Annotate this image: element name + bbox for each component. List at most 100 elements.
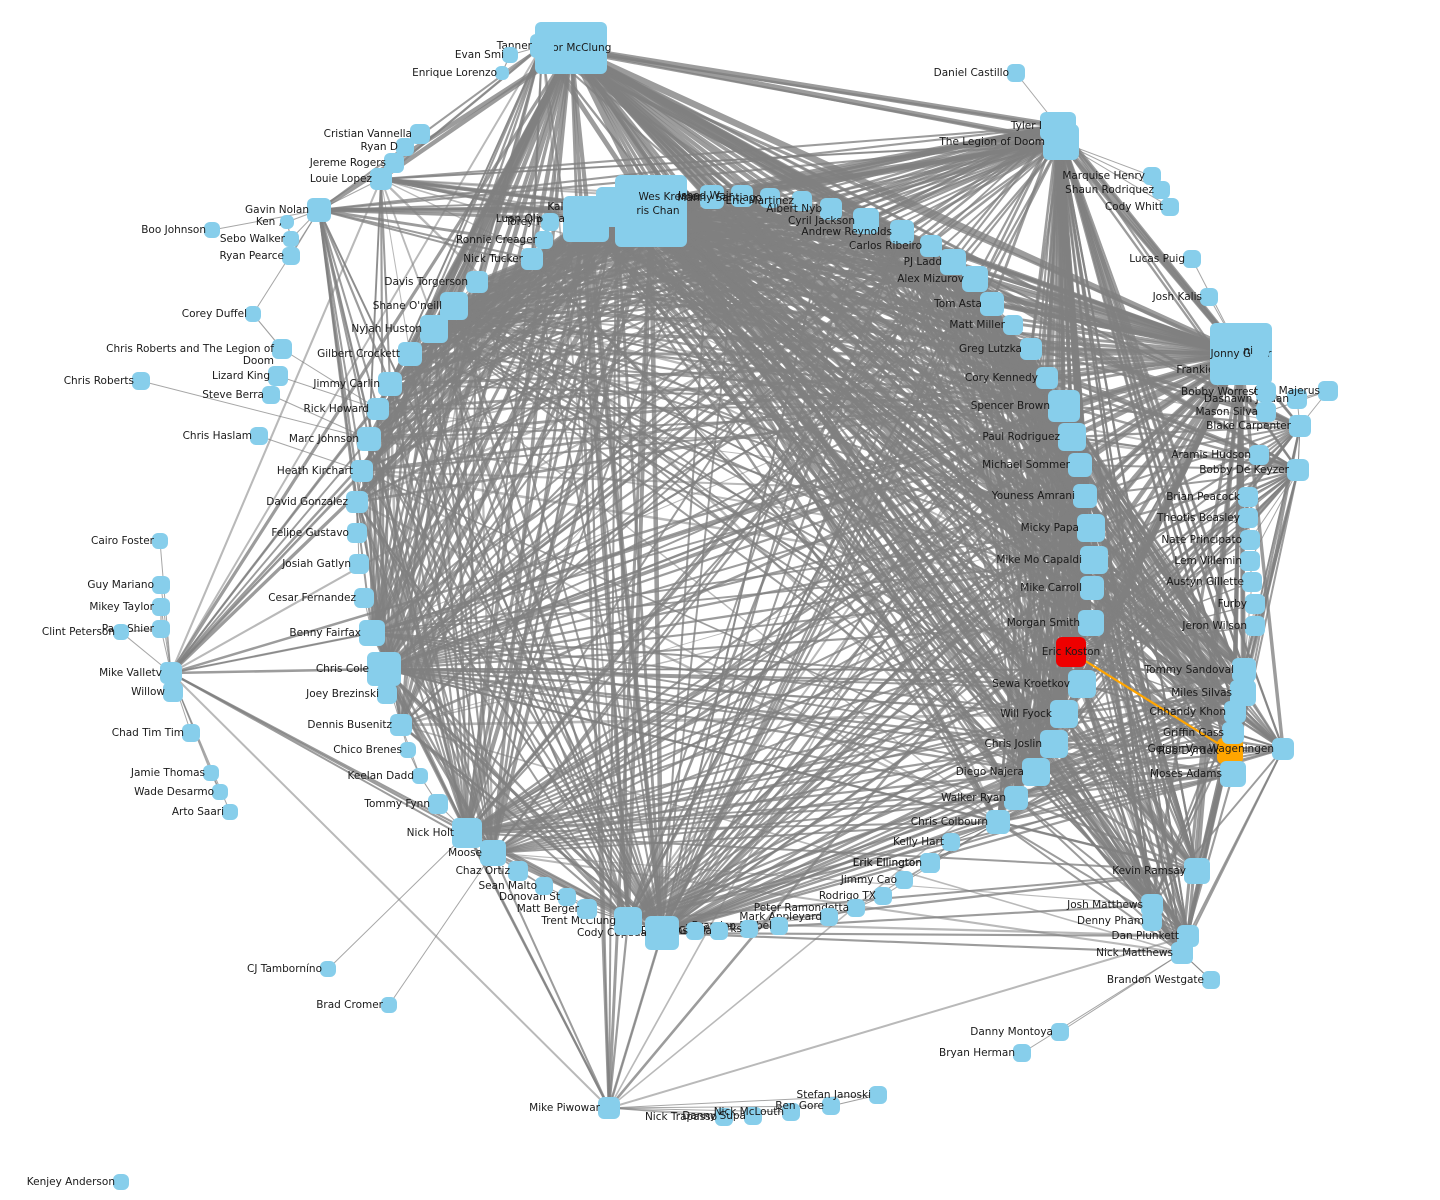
graph-node[interactable] [280, 215, 294, 229]
graph-node[interactable] [349, 554, 369, 574]
graph-node[interactable] [113, 1174, 129, 1190]
graph-node[interactable] [980, 292, 1004, 316]
graph-node[interactable] [942, 833, 960, 851]
graph-node[interactable] [1177, 925, 1199, 947]
graph-node[interactable] [1272, 738, 1294, 760]
graph-node[interactable] [398, 342, 422, 366]
graph-node[interactable] [1051, 1023, 1069, 1041]
graph-node[interactable] [558, 888, 576, 906]
graph-node[interactable] [1232, 658, 1256, 682]
graph-node[interactable] [1318, 381, 1338, 401]
graph-node[interactable] [1184, 858, 1210, 884]
graph-node[interactable] [1142, 911, 1162, 931]
graph-node[interactable] [645, 916, 679, 950]
graph-node[interactable] [1240, 530, 1260, 550]
graph-node[interactable] [770, 917, 788, 935]
graph-node[interactable] [1068, 670, 1096, 698]
graph-node[interactable] [1003, 315, 1023, 335]
graph-node[interactable] [986, 810, 1010, 834]
graph-node[interactable] [347, 523, 367, 543]
graph-node[interactable] [320, 961, 336, 977]
graph-node[interactable] [1183, 250, 1201, 268]
graph-node[interactable] [212, 784, 228, 800]
graph-node[interactable] [381, 997, 397, 1013]
graph-node[interactable] [1238, 508, 1258, 528]
graph-node[interactable] [1224, 701, 1246, 723]
graph-node[interactable] [495, 66, 509, 80]
graph-node[interactable] [1143, 167, 1161, 185]
graph-node[interactable] [530, 34, 554, 58]
graph-node[interactable] [820, 198, 842, 220]
graph-node[interactable] [377, 684, 397, 704]
graph-node[interactable] [359, 620, 385, 646]
graph-node[interactable] [869, 1086, 887, 1104]
graph-node[interactable] [466, 271, 488, 293]
graph-node[interactable] [1152, 181, 1170, 199]
graph-node[interactable] [686, 922, 704, 940]
graph-node[interactable] [1287, 389, 1307, 409]
graph-node[interactable] [357, 427, 381, 451]
graph-node[interactable] [480, 840, 506, 866]
graph-node[interactable] [521, 248, 543, 270]
graph-node[interactable] [1040, 730, 1068, 758]
graph-node[interactable] [1202, 971, 1220, 989]
graph-node[interactable] [1256, 382, 1276, 402]
graph-node[interactable] [962, 266, 988, 292]
graph-node[interactable] [283, 231, 299, 247]
graph-node[interactable] [396, 138, 414, 156]
graph-node[interactable] [1022, 758, 1050, 786]
graph-node[interactable] [1058, 423, 1086, 451]
graph-node[interactable] [378, 372, 402, 396]
graph-node[interactable] [440, 292, 468, 320]
graph-node[interactable] [1220, 761, 1246, 787]
graph-node[interactable] [1004, 786, 1028, 810]
graph-node[interactable] [410, 124, 430, 144]
graph-node[interactable] [1013, 1044, 1031, 1062]
graph-node[interactable] [535, 231, 553, 249]
graph-node[interactable] [268, 366, 288, 386]
graph-node[interactable] [1251, 342, 1269, 360]
graph-node[interactable] [346, 491, 368, 513]
graph-node[interactable] [222, 804, 238, 820]
graph-node[interactable] [847, 899, 865, 917]
graph-node[interactable] [502, 47, 518, 63]
graph-node[interactable] [1256, 402, 1276, 422]
graph-node[interactable] [182, 724, 200, 742]
graph-node[interactable] [272, 339, 292, 359]
graph-node[interactable] [598, 1097, 620, 1119]
graph-node[interactable] [1078, 610, 1104, 636]
graph-node[interactable] [203, 765, 219, 781]
graph-node[interactable] [160, 662, 182, 684]
graph-node[interactable] [370, 168, 392, 190]
graph-node[interactable] [351, 460, 373, 482]
graph-node[interactable] [113, 624, 129, 640]
graph-node[interactable] [354, 588, 374, 608]
graph-node[interactable] [940, 249, 966, 275]
graph-node[interactable] [920, 853, 940, 873]
graph-node[interactable] [1007, 64, 1025, 82]
graph-node[interactable] [874, 887, 892, 905]
graph-node[interactable] [152, 533, 168, 549]
graph-node[interactable] [731, 185, 753, 207]
graph-node[interactable] [1245, 616, 1265, 636]
graph-node[interactable] [700, 185, 724, 209]
graph-node[interactable] [1056, 637, 1086, 667]
graph-node[interactable] [262, 386, 280, 404]
graph-node[interactable] [1240, 551, 1260, 571]
graph-node[interactable] [1068, 453, 1092, 477]
graph-node[interactable] [1200, 288, 1218, 306]
graph-node[interactable] [614, 907, 642, 935]
graph-node[interactable] [282, 247, 300, 265]
graph-node[interactable] [1043, 124, 1079, 160]
graph-node[interactable] [163, 682, 183, 702]
graph-node[interactable] [1222, 722, 1244, 744]
graph-node[interactable] [1171, 942, 1193, 964]
graph-node[interactable] [820, 908, 838, 926]
graph-node[interactable] [1048, 390, 1080, 422]
graph-node[interactable] [1020, 338, 1042, 360]
graph-node[interactable] [760, 188, 780, 208]
graph-node[interactable] [428, 794, 448, 814]
graph-node[interactable] [822, 1097, 840, 1115]
graph-node[interactable] [715, 1108, 733, 1126]
graph-node[interactable] [152, 620, 170, 638]
